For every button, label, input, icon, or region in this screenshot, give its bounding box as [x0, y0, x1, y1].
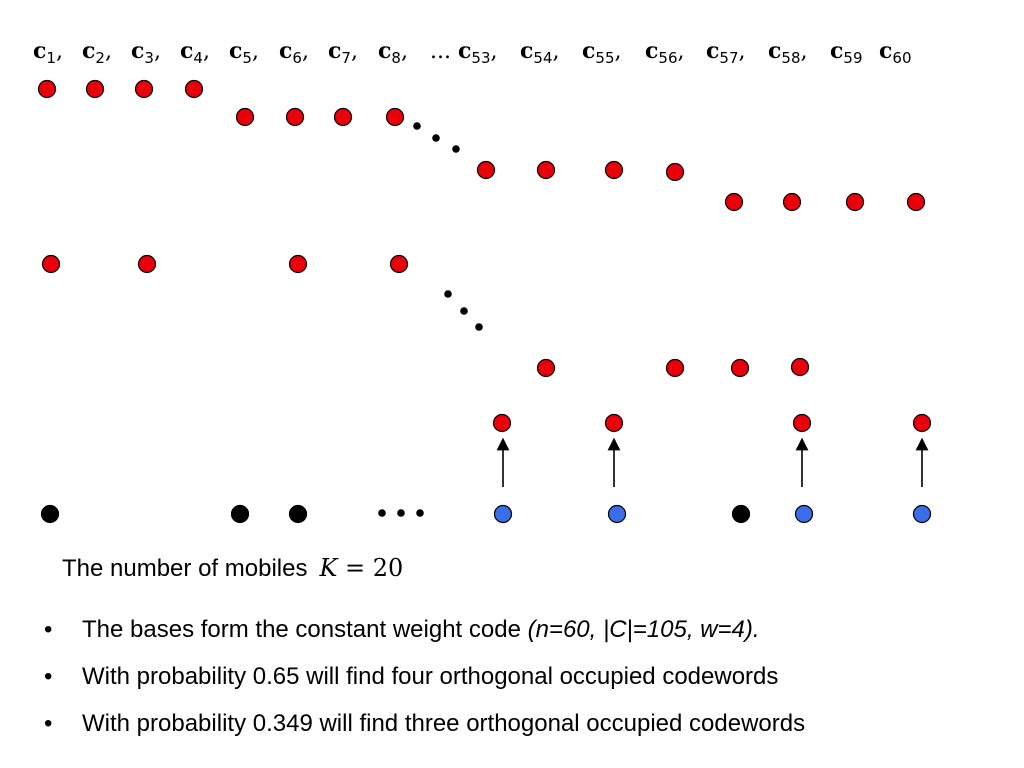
ellipsis-dot	[378, 509, 386, 517]
mobiles-count-text: The number of mobiles	[62, 555, 308, 582]
occupied-codeword-dot	[333, 107, 353, 127]
bullet-item: • With probability 0.349 will find three…	[44, 712, 805, 736]
bullet-marker: •	[44, 616, 53, 643]
occupied-codeword-dot	[665, 162, 685, 182]
ellipsis-dot	[432, 134, 440, 142]
codeword-label: c53,	[458, 38, 498, 67]
occupied-codeword-dot	[730, 358, 750, 378]
occupied-codeword-dot	[906, 192, 926, 212]
codeword-dots	[37, 79, 932, 524]
codeword-label: c1,	[33, 38, 63, 67]
occupied-codeword-dot	[845, 192, 865, 212]
occupied-codeword-dot	[604, 413, 624, 433]
bullet-list: • The bases form the constant weight cod…	[44, 618, 805, 759]
bullet-text: With probability 0.65 will find four ort…	[82, 663, 779, 690]
occupied-codeword-dot	[790, 357, 810, 377]
occupied-codeword-dot	[536, 358, 556, 378]
occupied-codeword-dot	[604, 160, 624, 180]
occupied-codeword-dot	[912, 413, 932, 433]
selected-mobile-dot	[607, 504, 627, 524]
codeword-label: c59	[830, 38, 863, 67]
bullet-item: • The bases form the constant weight cod…	[44, 618, 805, 642]
arrows	[496, 437, 929, 487]
occupied-codeword-dot	[235, 107, 255, 127]
mobile-dot	[288, 504, 308, 524]
bullet-marker: •	[44, 663, 53, 690]
occupied-codeword-dot	[85, 79, 105, 99]
codeword-labels: c1, c2, c3, c4, c5, c6, c7, c8,... c53, c54, c55, c…	[33, 38, 912, 67]
bullet-text: The bases form the constant weight code	[82, 616, 528, 643]
ellipsis-dot	[397, 509, 405, 517]
codeword-label: c2,	[82, 38, 112, 67]
occupied-codeword-dot	[724, 192, 744, 212]
occupied-codeword-dot	[536, 160, 556, 180]
bullet-emphasis: (n=60, |C|=105, w=4).	[527, 616, 760, 643]
mobiles-count-math: K = 20	[319, 554, 404, 582]
codeword-label: c57,	[706, 38, 746, 67]
codeword-label: c6,	[279, 38, 309, 67]
occupied-codeword-dot	[385, 107, 405, 127]
mobile-dot	[230, 504, 250, 524]
occupied-codeword-dot	[792, 413, 812, 433]
codeword-label: c58,	[768, 38, 808, 67]
codeword-label: c8,	[378, 38, 408, 67]
codeword-label: c55,	[582, 38, 622, 67]
codeword-label: c54,	[520, 38, 560, 67]
bullet-item: • With probability 0.65 will find four o…	[44, 665, 805, 689]
occupied-codeword-dot	[134, 79, 154, 99]
bullet-text: With probability 0.349 will find three o…	[82, 710, 806, 737]
occupied-codeword-dot	[184, 79, 204, 99]
occupied-codeword-dot	[492, 413, 512, 433]
occupied-codeword-dot	[389, 254, 409, 274]
ellipsis-dots	[378, 122, 483, 517]
selected-mobile-dot	[794, 504, 814, 524]
selected-mobile-dot	[493, 504, 513, 524]
ellipsis-dot	[460, 307, 468, 315]
mobiles-count-caption: The number of mobiles K = 20	[62, 554, 403, 583]
codeword-label: c60	[879, 38, 912, 67]
occupied-codeword-dot	[37, 79, 57, 99]
occupied-codeword-dot	[782, 192, 802, 212]
codeword-label: c56,	[645, 38, 685, 67]
ellipsis-dot	[413, 122, 421, 130]
bullet-marker: •	[44, 710, 53, 737]
ellipsis-dot	[444, 290, 452, 298]
occupied-codeword-dot	[41, 254, 61, 274]
selected-mobile-dot	[912, 504, 932, 524]
ellipsis-dot	[475, 323, 483, 331]
ellipsis-dot	[452, 145, 460, 153]
mobile-dot	[731, 504, 751, 524]
ellipsis-dot	[416, 509, 424, 517]
occupied-codeword-dot	[288, 254, 308, 274]
occupied-codeword-dot	[665, 358, 685, 378]
codeword-label: c5,	[229, 38, 259, 67]
occupied-codeword-dot	[285, 107, 305, 127]
mobile-dot	[40, 504, 60, 524]
occupied-codeword-dot	[476, 160, 496, 180]
codeword-label: c7,	[328, 38, 358, 67]
codeword-label: c3,	[131, 38, 161, 67]
codeword-label: ...	[430, 39, 451, 64]
occupied-codeword-dot	[137, 254, 157, 274]
codeword-label: c4,	[180, 38, 210, 67]
